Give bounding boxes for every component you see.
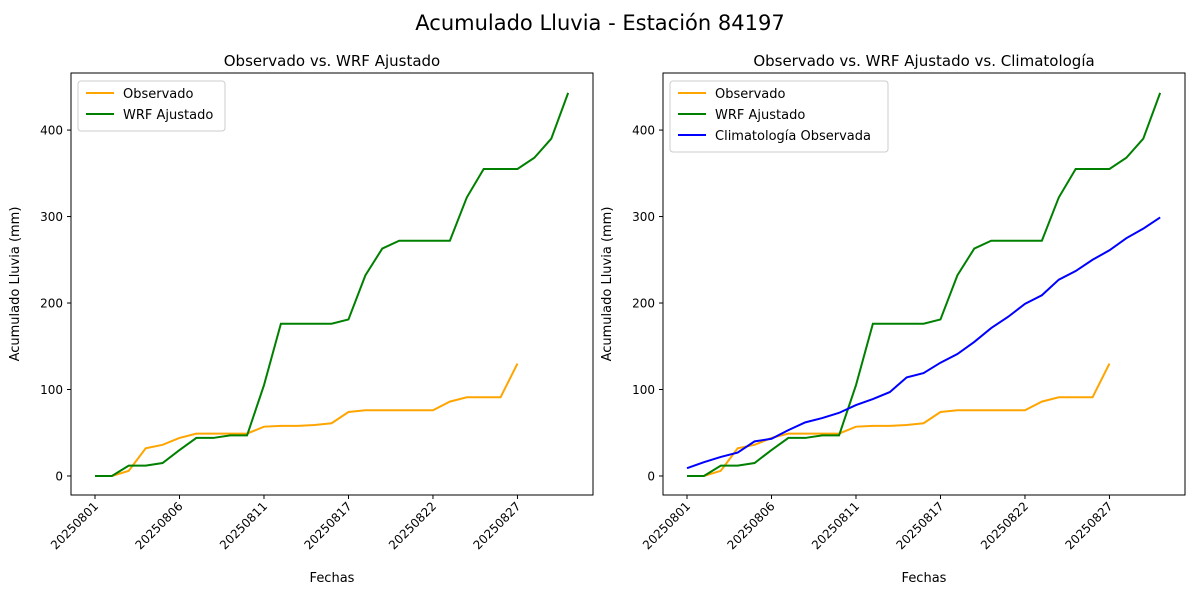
x-tick-label: 20250811 [809,499,862,552]
legend: Observado WRF Ajustado [77,80,226,132]
x-axis-label: Fechas [902,571,947,586]
legend-label: Observado [123,87,194,102]
y-tick-label: 300 [632,210,655,224]
series-line-climatología-observada [686,216,1161,470]
x-tick-label: 20250827 [470,499,523,552]
x-tick-label: 20250822 [978,499,1031,552]
suptitle: Acumulado Lluvia - Estación 84197 [415,11,784,35]
axes-frame [662,72,1186,496]
legend-box [77,80,226,132]
y-tick-label: 100 [40,383,63,397]
y-tick-label: 300 [40,210,63,224]
x-tick-label: 20250801 [640,499,693,552]
y-axis-label: Acumulado Lluvia (mm) [8,207,23,362]
legend: Observado WRF Ajustado Climatología Observ… [669,80,889,153]
y-tick-label: 100 [632,383,655,397]
y-tick-label: 400 [40,124,63,138]
subplot-1: Observado vs. WRF Ajustado 0 100 200 300 400 2… [8,52,594,586]
series-line-wrf-ajustado [94,92,570,477]
series-line-wrf-ajustado [686,92,1162,477]
x-tick-label: 20250817 [302,499,355,552]
series-line-observado [686,363,1111,477]
series-line-observado [94,363,519,477]
y-tick-label: 0 [55,469,63,483]
x-tick-label: 20250801 [48,499,101,552]
x-tick-label: 20250806 [133,499,186,552]
axes-frame [70,72,594,496]
legend-label: Climatología Observada [715,129,871,144]
y-tick-label: 0 [647,469,655,483]
x-tick-label: 20250827 [1062,499,1115,552]
x-tick-label: 20250822 [386,499,439,552]
y-tick-label: 400 [632,124,655,138]
x-axis-label: Fechas [310,571,355,586]
y-tick-label: 200 [632,297,655,311]
x-tick-label: 20250806 [725,499,778,552]
legend-box [669,80,889,153]
legend-label: Observado [715,87,786,102]
y-tick-label: 200 [40,297,63,311]
subplot-title: Observado vs. WRF Ajustado [224,52,440,70]
subplot-2: Observado vs. WRF Ajustado vs. Climatolo… [600,52,1186,586]
subplot-title: Observado vs. WRF Ajustado vs. Climatolo… [753,52,1094,70]
x-tick-label: 20250811 [217,499,270,552]
x-tick-label: 20250817 [894,499,947,552]
y-axis-label: Acumulado Lluvia (mm) [600,207,615,362]
legend-label: WRF Ajustado [123,108,213,123]
legend-label: WRF Ajustado [715,108,805,123]
